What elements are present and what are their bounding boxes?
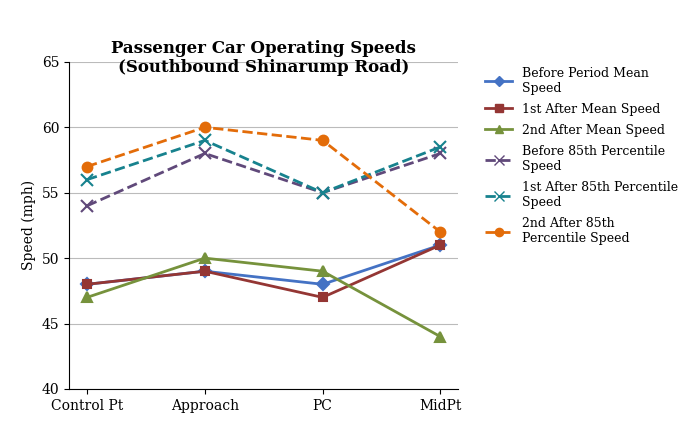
Text: Passenger Car Operating Speeds
(Southbound Shinarump Road): Passenger Car Operating Speeds (Southbou… bbox=[111, 40, 416, 76]
Legend: Before Period Mean
Speed, 1st After Mean Speed, 2nd After Mean Speed, Before 85t: Before Period Mean Speed, 1st After Mean… bbox=[480, 61, 684, 250]
Y-axis label: Speed (mph): Speed (mph) bbox=[22, 180, 37, 271]
